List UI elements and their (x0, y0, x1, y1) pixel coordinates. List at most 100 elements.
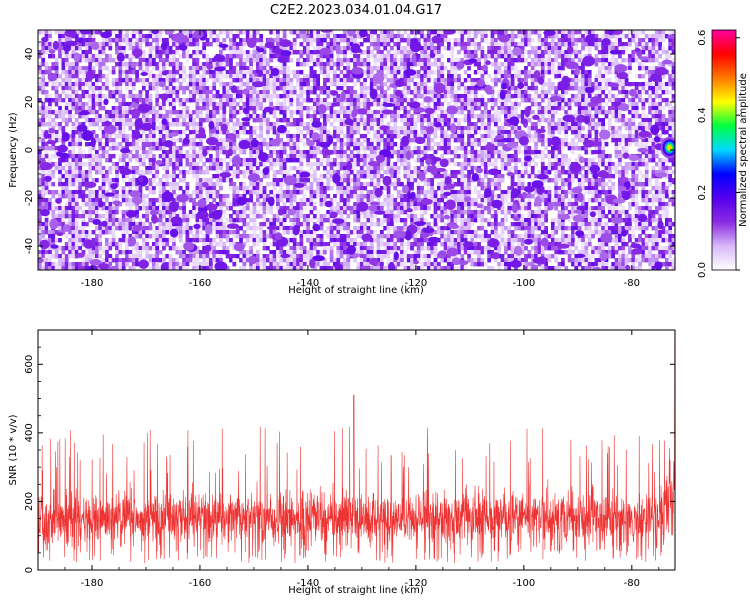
heatmap-cell (316, 82, 321, 87)
heatmap-cell (54, 102, 59, 107)
heatmap-cell (581, 98, 585, 103)
heatmap-cell (390, 118, 394, 123)
heatmap-cell (172, 138, 176, 143)
heatmap-cell (155, 54, 160, 59)
heatmap-cell (296, 130, 300, 135)
heatmap-cell (490, 162, 495, 167)
heatmap-cell (393, 114, 398, 119)
heatmap-cell (262, 142, 267, 147)
heatmap-cell (225, 138, 230, 143)
heatmap-cell (322, 102, 327, 107)
heatmap-cell (299, 86, 304, 91)
heatmap-cell (282, 118, 287, 123)
heatmap-cell (192, 74, 196, 79)
heatmap-cell (151, 134, 156, 139)
heatmap-cell (597, 82, 602, 87)
heatmap-cell (658, 134, 662, 139)
heatmap-cell (88, 58, 93, 63)
heatmap-cell (279, 66, 284, 71)
heatmap-cell (403, 122, 408, 127)
heatmap-cell (276, 134, 280, 139)
heatmap-cell (71, 150, 76, 155)
heatmap-cell (172, 170, 176, 175)
heatmap-cell (386, 54, 391, 59)
heatmap-cell (242, 38, 247, 43)
heatmap-cell (138, 154, 143, 159)
heatmap-cell (245, 94, 250, 99)
heatmap-cell (259, 34, 264, 39)
heatmap-cell (91, 54, 96, 59)
heatmap-cell (537, 54, 542, 59)
heatmap-cell (309, 86, 314, 91)
heatmap-cell (400, 34, 404, 39)
heatmap-cell (168, 138, 173, 143)
heatmap-cell (229, 166, 233, 171)
heatmap-cell (94, 102, 99, 107)
heatmap-cell (54, 138, 59, 143)
heatmap-cell (78, 170, 82, 175)
heatmap-cell (68, 94, 72, 99)
heatmap-cell (98, 102, 103, 107)
heatmap-cell (460, 138, 465, 143)
heatmap-cell (215, 126, 220, 131)
heatmap-cell (175, 86, 180, 91)
heatmap-cell (138, 30, 143, 35)
heatmap-cell (91, 166, 96, 171)
heatmap-cell (581, 66, 585, 71)
heatmap-cell (128, 62, 133, 67)
heatmap-cell (447, 42, 451, 47)
heatmap-cell (279, 162, 284, 167)
heatmap-cell (641, 142, 646, 147)
heatmap-cell (44, 110, 49, 115)
heatmap-cell (547, 86, 552, 91)
heatmap-cell (664, 166, 669, 171)
heatmap-cell (128, 134, 133, 139)
heatmap-cell (591, 118, 595, 123)
heatmap-cell (252, 34, 257, 39)
heatmap-cell (433, 142, 438, 147)
heatmap-cell (571, 34, 575, 39)
heatmap-cell (235, 70, 240, 75)
heatmap-cell (312, 62, 317, 67)
heatmap-cell (517, 78, 522, 83)
heatmap-cell (262, 62, 267, 67)
heatmap-cell (121, 98, 126, 103)
heatmap-cell (668, 54, 673, 59)
heatmap-cell (235, 74, 240, 79)
heatmap-cell (480, 150, 485, 155)
heatmap-cell (222, 158, 227, 163)
heatmap-cell (574, 158, 579, 163)
heatmap-cell (81, 114, 86, 119)
heatmap-cell (507, 134, 512, 139)
heatmap-cell (447, 86, 451, 91)
heatmap-cell (561, 74, 565, 79)
heatmap-cell (259, 54, 264, 59)
heatmap-cell (393, 78, 398, 83)
heatmap-cell (255, 170, 260, 175)
heatmap-cell (510, 158, 515, 163)
heatmap-cell (601, 66, 605, 71)
heatmap-cell (534, 142, 538, 147)
heatmap-cell (54, 150, 59, 155)
heatmap-cell (289, 94, 294, 99)
heatmap-cell (91, 158, 96, 163)
heatmap-cell (64, 38, 69, 43)
heatmap-cell (208, 98, 213, 103)
heatmap-cell (316, 146, 321, 151)
heatmap-cell (500, 42, 505, 47)
heatmap-cell (638, 162, 642, 167)
heatmap-cell (403, 66, 408, 71)
heatmap-cell (151, 62, 156, 67)
heatmap-cell (520, 90, 525, 95)
heatmap-cell (393, 106, 398, 111)
heatmap-cell (195, 150, 200, 155)
heatmap-cell (447, 90, 451, 95)
heatmap-cell (282, 106, 287, 111)
heatmap-cell (155, 74, 160, 79)
heatmap-cell (480, 74, 485, 79)
heatmap-cell (155, 170, 160, 175)
heatmap-cell (440, 106, 445, 111)
heatmap-cell (306, 138, 310, 143)
heatmap-cell (373, 122, 378, 127)
heatmap-cell (272, 146, 277, 151)
